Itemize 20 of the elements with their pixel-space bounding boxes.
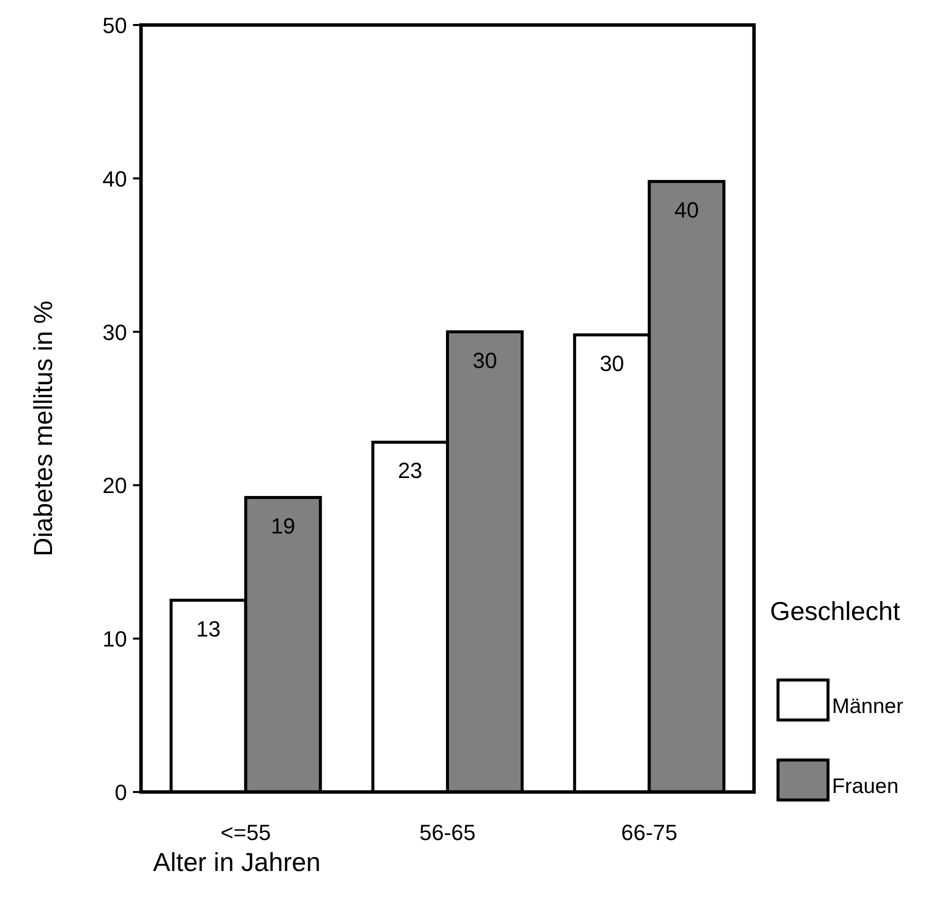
- legend-title: Geschlecht: [770, 596, 901, 626]
- y-tick-label: 20: [102, 473, 127, 498]
- x-tick-label: 56-65: [419, 820, 476, 845]
- x-tick-label: <=55: [220, 820, 271, 845]
- x-tick-label: 66-75: [621, 820, 678, 845]
- y-axis-title: Diabetes mellitus in %: [28, 300, 58, 556]
- legend-label: Frauen: [832, 775, 899, 798]
- data-label: 23: [398, 458, 422, 484]
- y-tick-label: 30: [102, 320, 127, 345]
- legend-label: Männer: [832, 695, 904, 718]
- y-tick-label: 50: [102, 13, 127, 38]
- data-label: 30: [600, 350, 624, 376]
- y-tick-label: 40: [102, 166, 127, 192]
- data-label: 30: [472, 348, 498, 373]
- y-tick-label: 10: [102, 626, 127, 652]
- data-label: 19: [270, 513, 296, 538]
- x-axis-title: Alter in Jahren: [153, 847, 321, 877]
- data-label: 40: [674, 197, 699, 222]
- data-label: 13: [196, 616, 221, 642]
- y-tick-label: 0: [114, 780, 127, 805]
